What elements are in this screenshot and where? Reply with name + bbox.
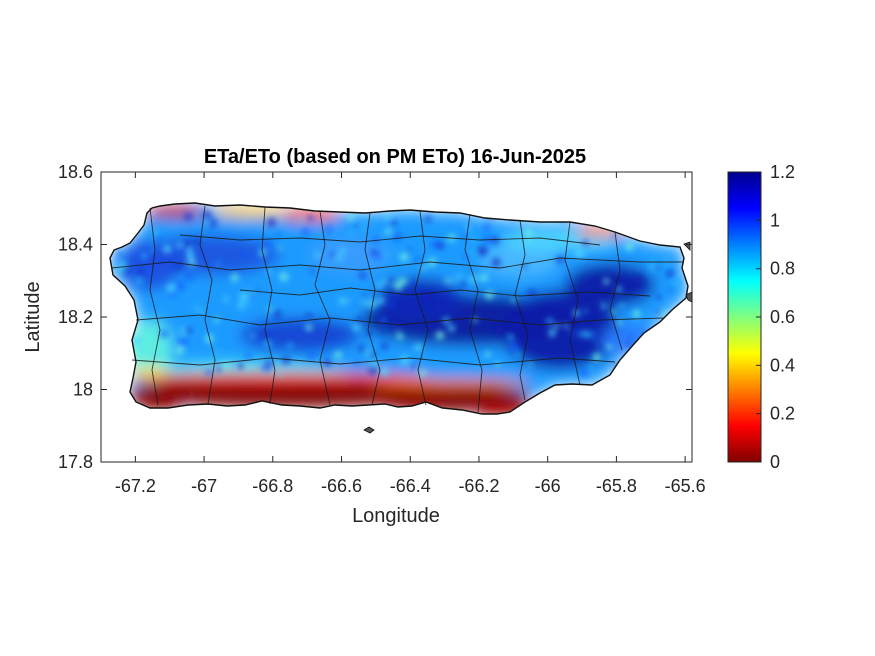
x-tick-label: -65.6 bbox=[665, 476, 706, 496]
y-tick-label: 18 bbox=[73, 380, 93, 400]
x-tick-label: -66.6 bbox=[321, 476, 362, 496]
y-tick-label: 18.2 bbox=[58, 307, 93, 327]
colorbar-tick-label: 0.2 bbox=[770, 404, 795, 424]
x-tick-label: -66 bbox=[535, 476, 561, 496]
colorbar-tick-label: 0.6 bbox=[770, 307, 795, 327]
island-outline bbox=[109, 202, 689, 415]
municipal-boundary bbox=[199, 205, 216, 405]
municipal-boundary bbox=[364, 212, 381, 406]
x-tick-label: -66.8 bbox=[252, 476, 293, 496]
islet bbox=[685, 291, 693, 303]
municipal-boundary bbox=[414, 210, 429, 406]
y-tick-label: 18.6 bbox=[58, 162, 93, 182]
colorbar-ticks: 0 0.2 0.4 0.6 0.8 1 1.2 bbox=[756, 162, 795, 472]
x-tick-label: -65.8 bbox=[596, 476, 637, 496]
municipal-boundary bbox=[179, 234, 601, 246]
heatmap-layer bbox=[110, 203, 688, 414]
municipality-boundaries bbox=[109, 202, 693, 434]
y-axis-label: Latitude bbox=[22, 281, 44, 352]
x-axis: -67.2 -67 -66.8 -66.6 -66.4 -66.2 -66 -65.8 -65.… bbox=[115, 172, 706, 496]
colorbar-tick-label: 1.2 bbox=[770, 162, 795, 182]
y-axis: 17.8 18 18.2 18.4 18.6 bbox=[58, 162, 692, 472]
municipal-boundary bbox=[261, 206, 276, 405]
x-axis-label: Longitude bbox=[352, 505, 440, 527]
x-tick-label: -67 bbox=[191, 476, 217, 496]
municipal-boundary bbox=[135, 314, 665, 326]
y-tick-label: 18.4 bbox=[58, 235, 93, 255]
x-tick-label: -66.2 bbox=[458, 476, 499, 496]
colorbar bbox=[727, 171, 762, 463]
municipal-boundary bbox=[464, 213, 483, 413]
y-tick-label: 17.8 bbox=[58, 452, 93, 472]
colorbar-tick-label: 1 bbox=[770, 210, 780, 230]
municipal-boundary bbox=[564, 221, 581, 386]
islet bbox=[363, 426, 375, 434]
x-tick-label: -67.2 bbox=[115, 476, 156, 496]
chart-title: ETa/ETo (based on PM ETo) 16-Jun-2025 bbox=[204, 146, 586, 168]
municipal-boundary bbox=[149, 207, 161, 406]
municipal-boundary bbox=[514, 219, 529, 401]
municipal-boundary bbox=[239, 287, 651, 297]
x-tick-label: -66.4 bbox=[390, 476, 431, 496]
municipal-boundary bbox=[111, 257, 684, 271]
municipal-boundary bbox=[609, 231, 623, 351]
municipal-boundary bbox=[131, 357, 616, 366]
colorbar-tick-label: 0 bbox=[770, 452, 780, 472]
colorbar-tick-label: 0.4 bbox=[770, 355, 795, 375]
colorbar-tick-label: 0.8 bbox=[770, 259, 795, 279]
